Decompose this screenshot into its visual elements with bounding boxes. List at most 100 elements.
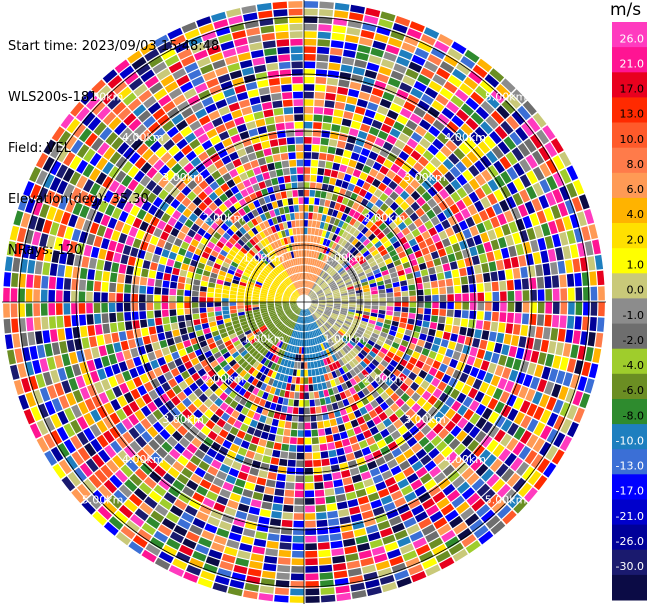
velocity-gate — [268, 78, 280, 86]
velocity-gate — [130, 388, 141, 400]
velocity-gate — [275, 293, 283, 297]
velocity-gate — [291, 69, 303, 76]
velocity-gate — [500, 291, 507, 301]
velocity-gate — [239, 369, 247, 378]
velocity-gate — [305, 596, 320, 603]
velocity-gate — [429, 511, 444, 523]
velocity-gate — [533, 475, 548, 491]
velocity-gate — [311, 159, 319, 167]
velocity-gate — [362, 264, 371, 271]
velocity-gate — [311, 297, 318, 300]
velocity-gate — [213, 502, 226, 513]
velocity-gate — [494, 429, 506, 443]
velocity-gate — [304, 189, 310, 197]
velocity-gate — [266, 479, 276, 488]
velocity-gate — [116, 312, 124, 322]
velocity-gate — [278, 287, 285, 292]
velocity-gate — [81, 111, 96, 127]
velocity-gate — [358, 188, 367, 198]
velocity-gate — [382, 141, 394, 152]
velocity-gate — [490, 321, 499, 332]
velocity-gate — [219, 402, 229, 411]
velocity-gate — [465, 540, 481, 554]
velocity-gate — [267, 276, 274, 282]
velocity-gate — [285, 413, 293, 421]
velocity-gate — [288, 452, 297, 460]
velocity-gate — [217, 253, 226, 261]
velocity-gate — [254, 316, 262, 321]
velocity-gate — [391, 522, 405, 534]
velocity-gate — [7, 349, 16, 365]
velocity-gate — [61, 476, 76, 492]
velocity-gate — [331, 193, 339, 202]
velocity-gate — [309, 190, 316, 197]
velocity-gate — [321, 315, 328, 321]
velocity-gate — [418, 156, 429, 167]
velocity-gate — [121, 188, 133, 201]
velocity-gate — [348, 328, 356, 334]
velocity-gate — [457, 404, 468, 416]
velocity-gate — [452, 351, 461, 361]
velocity-gate — [335, 360, 342, 369]
velocity-gate — [199, 302, 206, 308]
velocity-gate — [296, 308, 301, 315]
velocity-gate — [131, 311, 139, 320]
velocity-gate — [185, 283, 193, 291]
velocity-gate — [307, 281, 310, 288]
velocity-gate — [219, 213, 228, 222]
velocity-gate — [308, 220, 313, 227]
velocity-gate — [308, 281, 312, 288]
velocity-gate — [313, 259, 318, 266]
velocity-gate — [192, 313, 200, 320]
velocity-gate — [140, 463, 153, 476]
velocity-gate — [325, 239, 331, 247]
velocity-gate — [217, 323, 225, 330]
velocity-gate — [129, 473, 143, 487]
velocity-gate — [383, 240, 392, 249]
velocity-gate — [315, 406, 322, 414]
velocity-gate — [349, 299, 356, 302]
velocity-gate — [419, 333, 427, 341]
velocity-gate — [383, 186, 393, 196]
velocity-gate — [459, 448, 472, 461]
velocity-gate — [323, 473, 333, 481]
velocity-gate — [336, 384, 344, 393]
velocity-gate — [224, 257, 232, 265]
velocity-gate — [367, 257, 375, 264]
velocity-gate — [332, 335, 339, 342]
velocity-gate — [321, 130, 331, 138]
velocity-gate — [66, 253, 75, 266]
velocity-gate — [479, 253, 488, 264]
velocity-gate — [355, 535, 369, 545]
velocity-gate — [189, 524, 203, 536]
velocity-gate — [519, 360, 529, 373]
velocity-gate — [237, 413, 246, 423]
velocity-gate — [443, 433, 455, 445]
velocity-gate — [472, 338, 481, 348]
velocity-gate — [89, 423, 102, 438]
velocity-gate — [519, 158, 532, 173]
velocity-gate — [92, 511, 107, 526]
velocity-gate — [67, 471, 81, 487]
velocity-gate — [433, 399, 444, 410]
velocity-gate — [305, 573, 319, 581]
velocity-gate — [389, 555, 404, 567]
velocity-gate — [415, 313, 423, 321]
velocity-gate — [185, 376, 195, 386]
velocity-gate — [501, 344, 510, 356]
velocity-gate — [70, 101, 85, 117]
velocity-gate — [432, 74, 447, 86]
velocity-gate — [298, 407, 304, 415]
velocity-gate — [337, 171, 345, 180]
velocity-gate — [161, 347, 171, 356]
velocity-gate — [401, 312, 408, 318]
velocity-gate — [416, 256, 425, 265]
velocity-gate — [233, 211, 242, 220]
velocity-gate — [239, 226, 247, 235]
velocity-gate — [291, 304, 298, 308]
velocity-gate — [454, 309, 462, 318]
velocity-gate — [198, 443, 210, 453]
velocity-gate — [310, 175, 317, 182]
velocity-gate — [255, 318, 263, 323]
velocity-gate — [465, 117, 479, 131]
